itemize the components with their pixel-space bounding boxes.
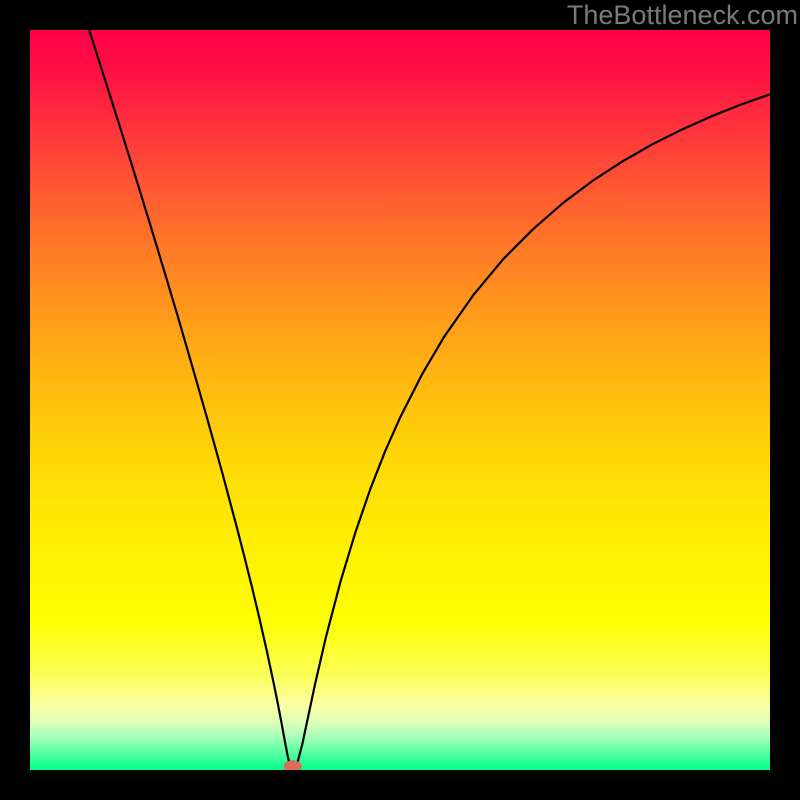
chart-svg <box>30 30 770 770</box>
watermark-text: TheBottleneck.com <box>510 0 798 30</box>
plot-area <box>30 30 770 770</box>
